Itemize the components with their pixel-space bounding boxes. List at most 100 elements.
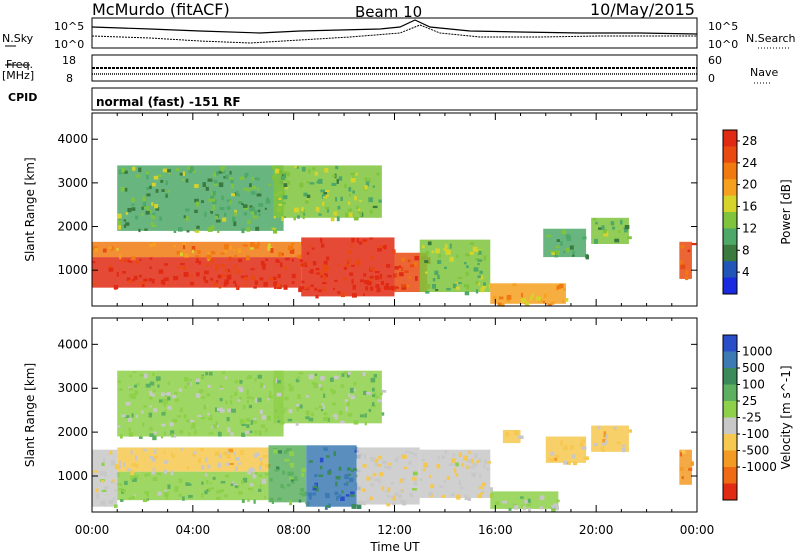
echo-pixel — [146, 193, 151, 197]
echo-pixel — [449, 243, 452, 249]
echo-pixel — [521, 298, 527, 303]
echo-pixel — [212, 476, 216, 480]
echo-pixel — [603, 231, 609, 237]
echo-region — [92, 257, 305, 293]
echo-pixel — [324, 416, 328, 421]
echo-pixel — [600, 442, 606, 446]
echo-pixel — [139, 258, 142, 262]
echo-pixel — [289, 500, 293, 506]
echo-pixel — [452, 283, 457, 289]
echo-pixel — [273, 286, 277, 289]
echo-pixel — [306, 194, 311, 198]
echo-pixel — [352, 467, 358, 471]
echo-pixel — [604, 439, 608, 445]
echo-pixel — [93, 470, 99, 473]
echo-pixel — [245, 417, 250, 422]
echo-pixel — [351, 470, 354, 473]
echo-pixel — [322, 267, 328, 272]
echo-pixel — [160, 179, 164, 183]
echo-pixel — [265, 428, 268, 433]
echo-pixel — [381, 389, 387, 393]
echo-pixel — [248, 404, 253, 409]
echo-pixel — [265, 258, 269, 261]
cpid-text: normal (fast) -151 RF — [96, 95, 241, 109]
echo-pixel — [446, 250, 451, 255]
echo-pixel — [435, 248, 440, 254]
echo-pixel — [321, 243, 325, 248]
echo-pixel — [148, 243, 154, 247]
echo-pixel — [478, 250, 482, 255]
echo-pixel — [133, 384, 137, 388]
echo-pixel — [224, 494, 228, 498]
echo-pixel — [311, 412, 314, 417]
echo-pixel — [108, 265, 113, 270]
echo-pixel — [296, 166, 299, 169]
echo-pixel — [219, 385, 223, 389]
echo-pixel — [258, 465, 262, 471]
echo-pixel — [398, 494, 402, 498]
echo-pixel — [229, 177, 234, 180]
echo-pixel — [208, 487, 212, 492]
echo-pixel — [205, 473, 208, 477]
echo-pixel — [154, 448, 157, 454]
echo-pixel — [398, 265, 401, 269]
echo-pixel — [202, 182, 206, 188]
echo-pixel — [240, 386, 243, 392]
echo-pixel — [565, 234, 571, 239]
echo-pixel — [268, 183, 271, 186]
echo-pixel — [359, 241, 363, 245]
echo-pixel — [477, 250, 480, 256]
echo-pixel — [236, 190, 239, 196]
echo-pixel — [240, 275, 246, 279]
echo-pixel — [120, 499, 124, 502]
echo-pixel — [333, 211, 338, 216]
echo-pixel — [353, 388, 356, 391]
cpid-strip-frame — [91, 87, 698, 111]
echo-pixel — [294, 476, 298, 482]
echo-pixel — [219, 489, 224, 493]
date-label: 10/May/2015 — [590, 0, 695, 19]
echo-pixel — [374, 477, 379, 482]
echo-pixel — [318, 213, 322, 216]
echo-pixel — [211, 208, 214, 212]
echo-pixel — [279, 421, 285, 425]
echo-pixel — [305, 285, 309, 289]
echo-pixel — [443, 479, 446, 483]
echo-pixel — [242, 204, 248, 208]
echo-pixel — [272, 165, 275, 170]
echo-pixel — [506, 297, 511, 303]
echo-pixel — [193, 451, 197, 455]
nave-tick-high: 60 — [708, 54, 722, 67]
echo-pixel — [377, 464, 382, 467]
echo-pixel — [124, 415, 130, 418]
echo-pixel — [230, 179, 234, 184]
echo-pixel — [354, 195, 357, 201]
echo-pixel — [408, 275, 411, 280]
echo-pixel — [338, 410, 343, 415]
echo-region — [679, 449, 694, 485]
echo-pixel — [399, 272, 404, 277]
colorbar-frame — [722, 129, 738, 295]
echo-pixel — [116, 247, 119, 251]
echo-pixel — [153, 431, 157, 435]
echo-pixel — [157, 384, 160, 388]
echo-pixel — [100, 500, 106, 506]
echo-pixel — [186, 466, 190, 470]
echo-pixel — [116, 272, 119, 277]
nsearch-label: N.Search — [746, 32, 796, 45]
echo-pixel — [161, 189, 165, 192]
echo-pixel — [138, 436, 143, 439]
y-tick-label: 2000 — [57, 425, 88, 439]
echo-pixel — [125, 401, 131, 406]
echo-pixel — [240, 421, 244, 424]
echo-pixel — [363, 454, 367, 459]
echo-pixel — [267, 397, 270, 401]
echo-pixel — [188, 168, 193, 174]
echo-pixel — [206, 393, 211, 397]
echo-pixel — [483, 255, 487, 261]
echo-pixel — [600, 446, 605, 451]
echo-pixel — [602, 228, 607, 234]
echo-pixel — [465, 253, 471, 257]
echo-pixel — [196, 201, 199, 207]
echo-pixel — [377, 245, 383, 250]
